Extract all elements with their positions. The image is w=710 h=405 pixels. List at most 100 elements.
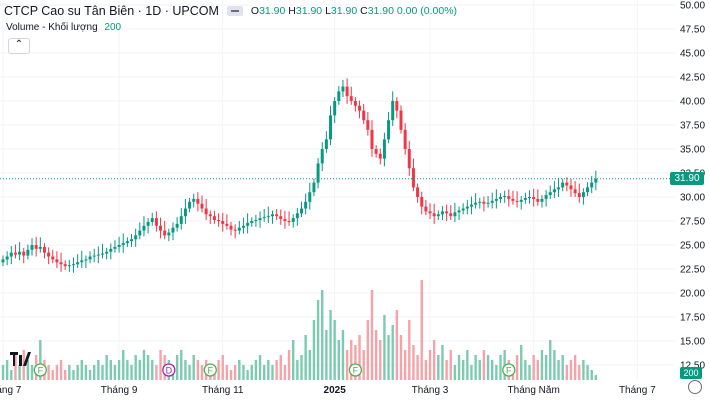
candle-body (34, 245, 38, 249)
symbol-title[interactable]: CTCP Cao su Tân Biên · 1D · UPCOM (4, 4, 219, 18)
volume-bar (337, 340, 341, 380)
gear-icon[interactable] (688, 380, 702, 394)
candle-body (486, 202, 490, 204)
candle-body (391, 101, 395, 121)
candle-body (548, 192, 552, 196)
candle-body (523, 197, 527, 200)
volume-bar (39, 340, 42, 380)
candle-body (270, 214, 274, 217)
event-marker-label: F (506, 366, 512, 376)
candle-body (403, 129, 407, 149)
candle-body (573, 189, 577, 194)
volume-bar (292, 340, 295, 380)
volume-bar (316, 300, 320, 380)
volume-bar (101, 365, 104, 380)
candle-body (241, 225, 245, 228)
candle-body (150, 218, 154, 222)
y-tick-label: 30.00 (680, 193, 705, 204)
candle-body (51, 256, 55, 260)
candle-body (300, 208, 303, 214)
candle-body (577, 193, 581, 197)
candle-body (362, 110, 366, 121)
candle-body (237, 227, 241, 231)
volume-bar (333, 320, 336, 380)
volume-bar (544, 355, 548, 380)
volume-bar (582, 360, 585, 380)
candle-body (349, 96, 353, 101)
volume-bar (520, 345, 523, 380)
volume-bar (399, 335, 403, 380)
candle-body (84, 259, 88, 261)
candle-body (67, 265, 71, 267)
candle-body (428, 211, 432, 214)
y-tick-label: 15.00 (680, 337, 705, 348)
candle-body (63, 264, 67, 267)
volume-bar (279, 355, 282, 380)
x-tick-label: Tháng 7 (619, 385, 656, 396)
candle-body (204, 208, 208, 215)
candle-body (96, 254, 100, 256)
candle-body (569, 185, 573, 190)
candle-body (511, 198, 515, 201)
candle-body (499, 197, 502, 199)
y-tick-label: 22.50 (680, 265, 705, 276)
y-tick-label: 20.00 (680, 289, 705, 300)
candle-body (196, 198, 200, 204)
volume-bar (287, 350, 291, 380)
volume-bar (109, 360, 112, 380)
y-tick-label: 45.00 (680, 49, 705, 60)
candle-body (192, 198, 196, 202)
candle-body (490, 200, 494, 203)
x-tick-label: Tháng 7 (0, 385, 22, 396)
candle-body (47, 252, 51, 257)
candle-body (581, 192, 585, 197)
candle-body (341, 86, 345, 92)
candle-body (225, 223, 229, 226)
eye-icon[interactable] (226, 6, 243, 16)
candle-body (295, 213, 299, 219)
volume-bar (200, 365, 204, 380)
candle-body (42, 246, 46, 253)
volume-bar (304, 335, 307, 380)
volume-bar (47, 365, 50, 380)
volume-bar (229, 370, 233, 380)
volume-bar (594, 375, 598, 380)
volume-bar (540, 350, 544, 380)
last-price-badge: 31.90 (670, 172, 704, 186)
candle-body (125, 241, 129, 244)
candle-body (528, 197, 532, 198)
volume-bar (408, 320, 411, 380)
volume-bar (536, 360, 540, 380)
volume-bar (134, 355, 137, 380)
event-marker-label: F (353, 366, 359, 376)
volume-bar (466, 350, 469, 380)
candle-body (113, 246, 117, 249)
collapse-legend-button[interactable]: ⌃ (8, 38, 30, 54)
candle-body (105, 251, 109, 254)
volume-bar (217, 360, 220, 380)
candle-body (557, 187, 561, 190)
volume-bar (461, 360, 465, 380)
volume-bar (296, 360, 299, 380)
candle-body (287, 221, 291, 222)
candle-body (200, 203, 204, 209)
volume-bar (88, 370, 92, 380)
volume-legend[interactable]: Volume - Khối lượng 200 (6, 22, 121, 33)
x-tick-label: Tháng Năm (508, 385, 560, 396)
volume-bar (184, 360, 187, 380)
volume-bar (254, 360, 258, 380)
candle-body (146, 221, 150, 226)
volume-bar (175, 355, 179, 380)
candle-body (71, 264, 75, 266)
y-tick-label: 37.50 (680, 121, 705, 132)
volume-bar (155, 365, 158, 380)
candle-body (5, 256, 9, 260)
volume-bar (238, 360, 241, 380)
volume-bar (97, 360, 100, 380)
candle-body (420, 197, 424, 207)
event-marker-icon (162, 363, 176, 377)
y-tick-label: 40.00 (680, 97, 705, 108)
volume-bar (366, 320, 370, 380)
